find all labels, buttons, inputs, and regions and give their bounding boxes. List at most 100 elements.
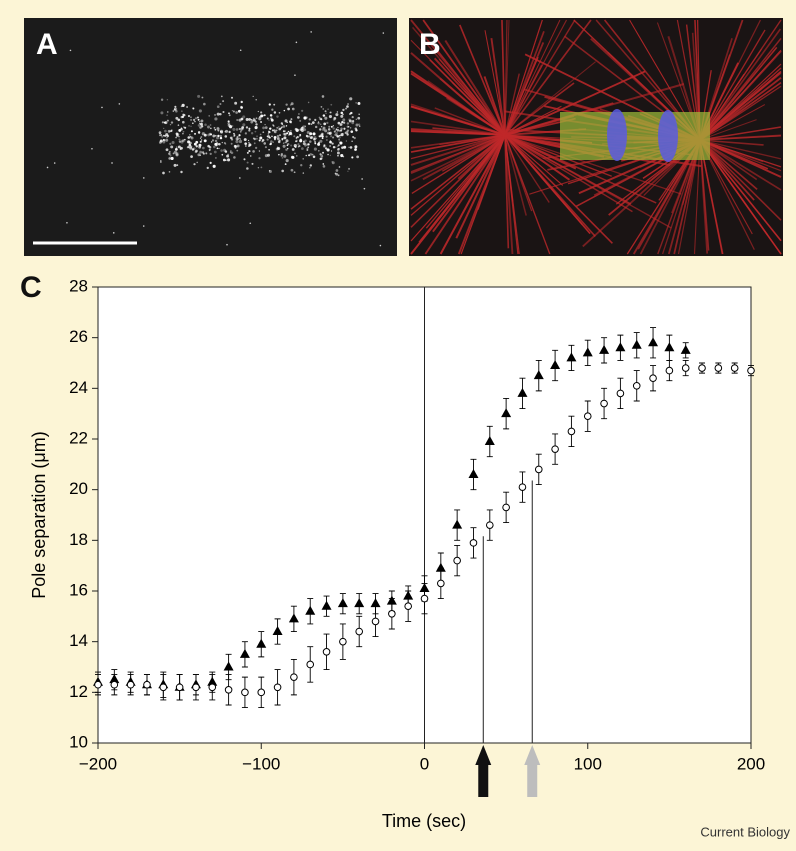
speckle xyxy=(213,145,216,149)
speckle xyxy=(200,119,204,123)
speckle xyxy=(348,146,350,148)
x-tick-label: −100 xyxy=(242,754,280,773)
speckle xyxy=(245,117,249,122)
speckle xyxy=(334,172,337,175)
arrow xyxy=(475,745,492,797)
speckle xyxy=(324,110,327,113)
speckle xyxy=(165,138,169,142)
speckle xyxy=(142,225,145,227)
speckle xyxy=(287,130,290,133)
speckle xyxy=(278,153,280,156)
speckle xyxy=(217,134,220,138)
circle-point xyxy=(175,683,184,692)
speckle xyxy=(199,126,202,129)
speckle xyxy=(174,147,178,151)
speckle xyxy=(91,147,93,150)
speckle xyxy=(295,128,299,133)
speckle xyxy=(255,99,257,101)
speckle xyxy=(328,125,331,128)
speckle xyxy=(182,139,186,142)
speckle xyxy=(167,129,171,133)
triangle-point xyxy=(501,408,512,418)
speckle xyxy=(320,105,323,108)
y-tick-label: 10 xyxy=(69,732,88,751)
speckle xyxy=(259,133,262,136)
speckle xyxy=(248,143,252,147)
fiber xyxy=(504,134,577,170)
fiber xyxy=(410,134,506,166)
speckle xyxy=(175,153,179,157)
speckle xyxy=(248,129,251,132)
fiber xyxy=(501,19,506,136)
speckle xyxy=(356,155,359,159)
speckle xyxy=(286,121,288,124)
speckle xyxy=(324,129,328,133)
speckle xyxy=(328,114,332,119)
speckle xyxy=(327,108,329,111)
fiber xyxy=(504,19,561,136)
speckle xyxy=(195,140,199,144)
speckle xyxy=(317,121,320,125)
speckle xyxy=(196,116,199,119)
speckle xyxy=(285,103,288,106)
speckle xyxy=(313,136,317,139)
speckle xyxy=(181,115,185,119)
speckle xyxy=(339,124,342,126)
speckle xyxy=(329,145,331,147)
speckle xyxy=(379,244,382,247)
speckle xyxy=(329,132,331,135)
speckle xyxy=(273,129,276,132)
speckle xyxy=(268,169,272,173)
speckle xyxy=(188,124,190,127)
speckle xyxy=(253,119,256,122)
speckle xyxy=(329,140,332,142)
speckle xyxy=(169,123,172,126)
speckle xyxy=(285,148,288,151)
speckle xyxy=(261,140,264,143)
speckle xyxy=(101,106,103,109)
panel-label: C xyxy=(20,271,42,304)
speckle xyxy=(176,133,180,136)
fiber xyxy=(504,134,514,255)
speckle xyxy=(221,153,224,156)
speckle xyxy=(260,166,263,169)
speckle xyxy=(323,144,326,147)
speckle xyxy=(231,96,233,99)
fiber xyxy=(410,134,506,216)
speckle xyxy=(246,167,249,170)
speckle xyxy=(323,145,326,148)
speckle xyxy=(330,125,333,128)
speckle xyxy=(170,145,174,149)
speckle xyxy=(346,105,349,108)
speckle xyxy=(192,118,196,122)
speckle xyxy=(314,119,317,121)
speckle xyxy=(286,132,289,135)
speckle xyxy=(209,124,212,126)
speckle xyxy=(308,154,311,157)
speckle xyxy=(271,129,274,132)
triangle-point xyxy=(337,598,348,608)
speckle xyxy=(319,128,322,131)
speckle xyxy=(168,171,171,173)
speckle xyxy=(212,164,216,168)
circle-point xyxy=(583,412,592,421)
speckle xyxy=(310,31,312,33)
speckle xyxy=(221,141,223,144)
speckle xyxy=(214,114,216,116)
fiber xyxy=(429,59,506,136)
y-axis-label: Pole separation (μm) xyxy=(29,431,49,598)
fiber xyxy=(504,19,592,136)
speckle xyxy=(327,153,329,156)
speckle xyxy=(306,147,309,150)
panel-label: B xyxy=(419,28,441,61)
fiber xyxy=(446,97,506,136)
speckle xyxy=(322,108,325,110)
credit: Current Biology xyxy=(700,824,790,839)
fiber xyxy=(490,38,506,136)
speckle xyxy=(340,133,344,137)
speckle xyxy=(209,161,212,164)
speckle xyxy=(234,145,237,148)
triangle-point xyxy=(615,342,626,352)
triangle-point xyxy=(664,342,675,352)
speckle xyxy=(242,115,246,119)
